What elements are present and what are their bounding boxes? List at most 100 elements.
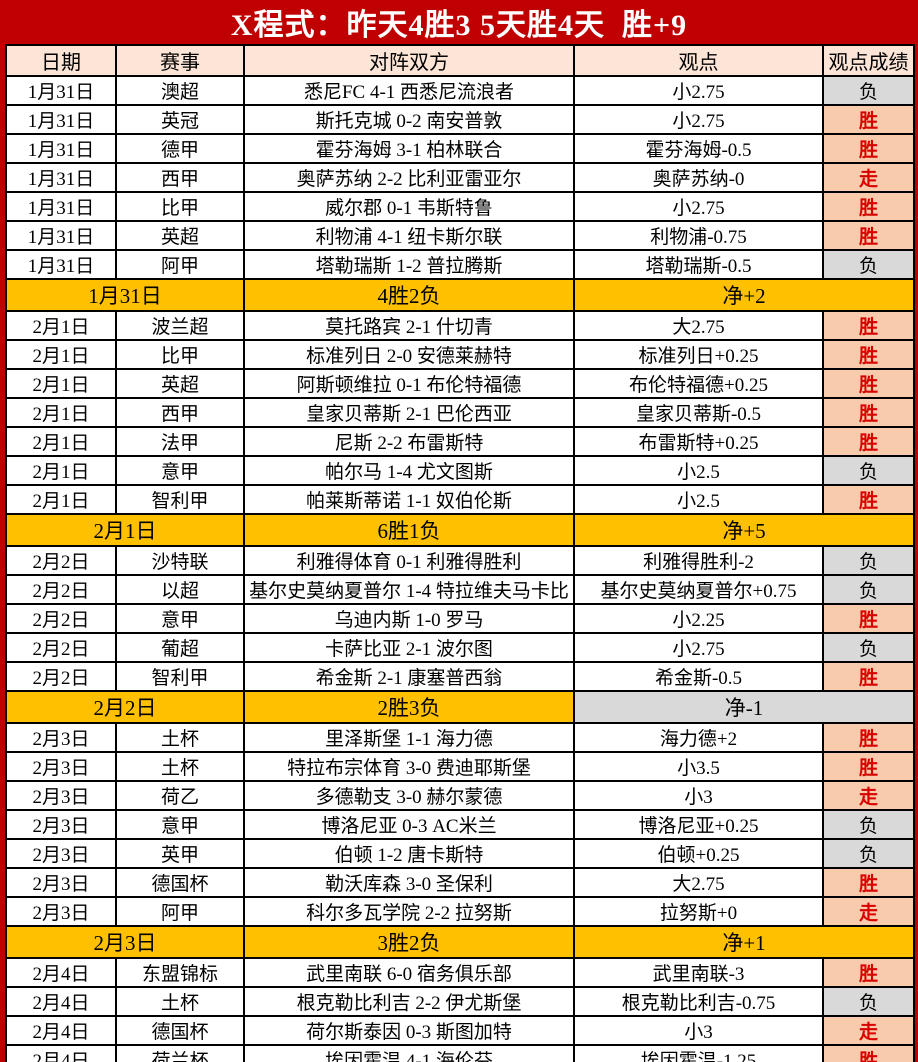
match-row: 2月4日 土杯 根克勒比利吉 2-2 伊尤斯堡 根克勒比利吉-0.75 负 [5,986,915,1017]
date-cell: 1月31日 [5,249,117,280]
result-cell: 胜 [822,368,915,399]
league-cell: 阿甲 [115,249,245,280]
match-cell: 乌迪内斯 1-0 罗马 [243,603,575,634]
pick-cell: 拉努斯+0 [573,896,824,927]
date-cell: 2月3日 [5,751,117,782]
match-row: 1月31日 德甲 霍芬海姆 3-1 柏林联合 霍芬海姆-0.5 胜 [5,133,915,164]
result-cell: 负 [822,249,915,280]
league-cell: 德国杯 [115,867,245,898]
date-cell: 1月31日 [5,104,117,135]
pick-cell: 标准列日+0.25 [573,339,824,370]
date-cell: 2月4日 [5,986,117,1017]
league-cell: 波兰超 [115,310,245,341]
result-cell: 胜 [822,191,915,222]
match-cell: 皇家贝蒂斯 2-1 巴伦西亚 [243,397,575,428]
match-row: 1月31日 英冠 斯托克城 0-2 南安普敦 小2.75 胜 [5,104,915,135]
league-cell: 智利甲 [115,661,245,692]
result-cell: 负 [822,455,915,486]
match-cell: 根克勒比利吉 2-2 伊尤斯堡 [243,986,575,1017]
pick-cell: 海力德+2 [573,722,824,753]
league-cell: 荷兰杯 [115,1044,245,1062]
match-cell: 多德勒支 3-0 赫尔蒙德 [243,780,575,811]
match-row: 1月31日 阿甲 塔勒瑞斯 1-2 普拉腾斯 塔勒瑞斯-0.5 负 [5,249,915,280]
day-summary-row: 1月31日 4胜2负 净+2 [5,278,915,312]
pick-cell: 小2.5 [573,455,824,486]
pick-cell: 博洛尼亚+0.25 [573,809,824,840]
date-cell: 2月1日 [5,455,117,486]
pick-cell: 埃因霍温-1.25 [573,1044,824,1062]
league-cell: 以超 [115,574,245,605]
result-cell: 胜 [822,603,915,634]
column-header-date: 日期 [5,44,117,77]
match-row: 2月3日 意甲 博洛尼亚 0-3 AC米兰 博洛尼亚+0.25 负 [5,809,915,840]
date-cell: 2月4日 [5,1015,117,1046]
match-row: 2月3日 土杯 特拉布宗体育 3-0 费迪耶斯堡 小3.5 胜 [5,751,915,782]
match-cell: 卡萨比亚 2-1 波尔图 [243,632,575,663]
league-cell: 比甲 [115,339,245,370]
date-cell: 2月3日 [5,896,117,927]
league-cell: 意甲 [115,809,245,840]
league-cell: 土杯 [115,722,245,753]
match-cell: 特拉布宗体育 3-0 费迪耶斯堡 [243,751,575,782]
date-cell: 1月31日 [5,75,117,106]
date-cell: 2月1日 [5,368,117,399]
pick-cell: 布伦特福德+0.25 [573,368,824,399]
pick-cell: 大2.75 [573,310,824,341]
match-row: 2月3日 英甲 伯顿 1-2 唐卡斯特 伯顿+0.25 负 [5,838,915,869]
league-cell: 西甲 [115,162,245,193]
summary-net-cell: 净+5 [573,513,915,547]
result-cell: 胜 [822,1044,915,1062]
pick-cell: 小2.5 [573,484,824,515]
pick-cell: 伯顿+0.25 [573,838,824,869]
pick-cell: 小2.75 [573,75,824,106]
match-cell: 伯顿 1-2 唐卡斯特 [243,838,575,869]
results-table-body: 1月31日 澳超 悉尼FC 4-1 西悉尼流浪者 小2.75 负 1月31日 英冠 斯托克城 … [5,75,915,1062]
league-cell: 葡超 [115,632,245,663]
match-cell: 霍芬海姆 3-1 柏林联合 [243,133,575,164]
result-cell: 负 [822,809,915,840]
result-cell: 胜 [822,104,915,135]
match-row: 2月1日 智利甲 帕莱斯蒂诺 1-1 奴伯伦斯 小2.5 胜 [5,484,915,515]
pick-cell: 小2.75 [573,632,824,663]
pick-cell: 小3.5 [573,751,824,782]
league-cell: 澳超 [115,75,245,106]
result-cell: 负 [822,574,915,605]
result-cell: 胜 [822,957,915,988]
date-cell: 2月3日 [5,867,117,898]
pick-cell: 武里南联-3 [573,957,824,988]
pick-cell: 利雅得胜利-2 [573,545,824,576]
league-cell: 西甲 [115,397,245,428]
match-cell: 奥萨苏纳 2-2 比利亚雷亚尔 [243,162,575,193]
day-summary-row: 2月1日 6胜1负 净+5 [5,513,915,547]
column-header-pick: 观点 [573,44,824,77]
result-cell: 负 [822,986,915,1017]
result-cell: 胜 [822,339,915,370]
result-cell: 胜 [822,722,915,753]
match-cell: 威尔郡 0-1 韦斯特鲁 [243,191,575,222]
league-cell: 智利甲 [115,484,245,515]
match-row: 2月2日 沙特联 利雅得体育 0-1 利雅得胜利 利雅得胜利-2 负 [5,545,915,576]
date-cell: 2月4日 [5,1044,117,1062]
league-cell: 英超 [115,220,245,251]
summary-date-cell: 2月3日 [5,925,245,959]
date-cell: 2月3日 [5,722,117,753]
match-row: 2月1日 英超 阿斯顿维拉 0-1 布伦特福德 布伦特福德+0.25 胜 [5,368,915,399]
results-table-wrap: 日期 赛事 对阵双方 观点 观点成绩 1月31日 澳超 悉尼FC 4-1 西悉尼流浪… [0,44,918,1062]
date-cell: 2月4日 [5,957,117,988]
match-row: 2月1日 波兰超 莫托路宾 2-1 什切青 大2.75 胜 [5,310,915,341]
date-cell: 2月2日 [5,603,117,634]
league-cell: 意甲 [115,603,245,634]
pick-cell: 小2.75 [573,191,824,222]
result-cell: 负 [822,75,915,106]
match-cell: 莫托路宾 2-1 什切青 [243,310,575,341]
results-table: 日期 赛事 对阵双方 观点 观点成绩 1月31日 澳超 悉尼FC 4-1 西悉尼流浪… [5,44,915,1062]
pick-cell: 希金斯-0.5 [573,661,824,692]
match-row: 2月1日 法甲 尼斯 2-2 布雷斯特 布雷斯特+0.25 胜 [5,426,915,457]
match-cell: 塔勒瑞斯 1-2 普拉腾斯 [243,249,575,280]
pick-cell: 奥萨苏纳-0 [573,162,824,193]
date-cell: 1月31日 [5,220,117,251]
match-row: 2月2日 以超 基尔史莫纳夏普尔 1-4 特拉维夫马卡比 基尔史莫纳夏普尔+0.75 负 [5,574,915,605]
result-cell: 负 [822,545,915,576]
result-cell: 胜 [822,484,915,515]
result-cell: 走 [822,780,915,811]
